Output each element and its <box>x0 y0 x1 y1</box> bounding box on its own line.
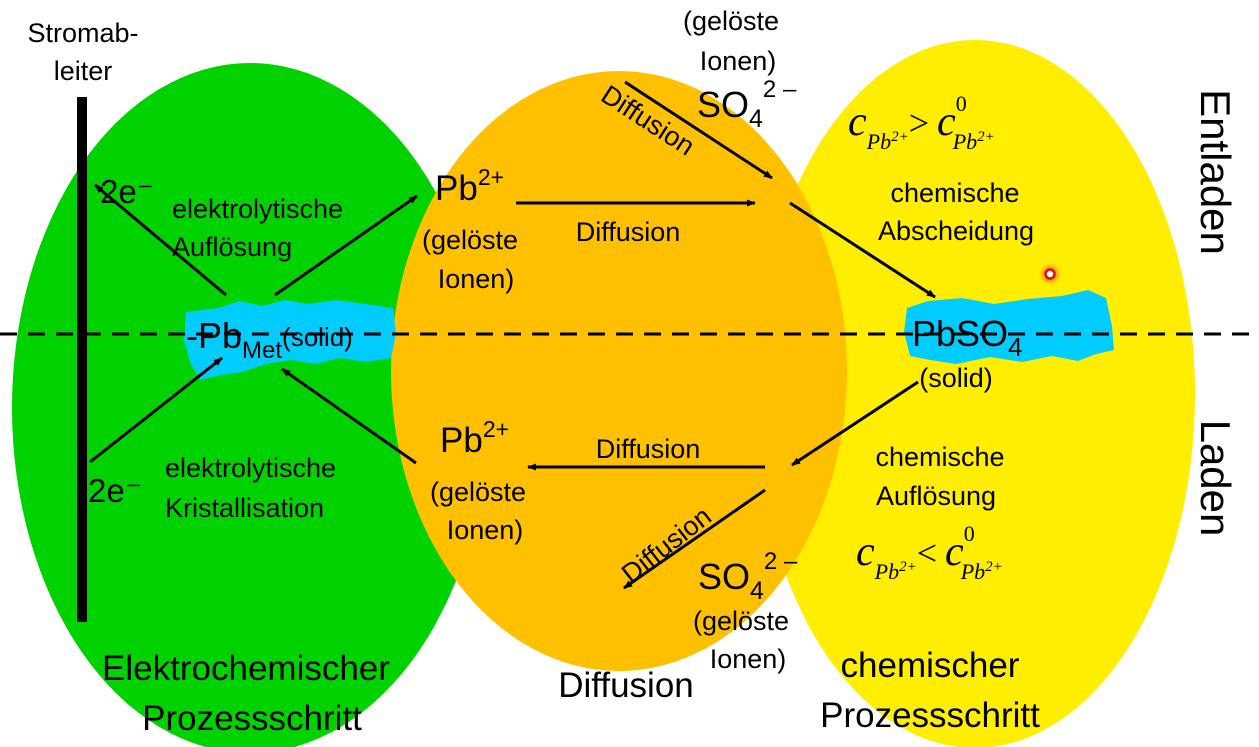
marker-dot <box>1039 263 1061 285</box>
electrochemical-zone-label-1: Elektrochemischer <box>102 649 390 688</box>
charge-process-1: elektrolytische <box>165 453 336 483</box>
charge-concentration-condition: cPb2+< c0 Pb2+ <box>856 521 1003 584</box>
charge-pb-note-1: (gelöste <box>430 477 526 507</box>
discharge-pb-note-2: Ionen) <box>438 264 515 294</box>
arrow-dissolution-electrons <box>94 183 227 297</box>
lead-sulfate-blob <box>904 290 1114 364</box>
chemical-zone-label-1: chemischer <box>841 646 1020 685</box>
discharge-electrons: 2e⁻ <box>100 173 154 210</box>
lead-metal-blob <box>184 300 396 380</box>
charge-electrons: 2e⁻ <box>88 472 142 509</box>
current-collector-bar <box>77 97 87 622</box>
discharge-process-1: elektrolytische <box>172 194 343 224</box>
charge-diffusion-horizontal: Diffusion <box>596 434 701 464</box>
chemical-zone-ellipse <box>755 40 1195 747</box>
discharge-pb-ion: Pb2+ <box>435 164 504 208</box>
electrochemical-zone-ellipse <box>12 63 488 747</box>
charge-chemical-2: Auflösung <box>876 481 996 511</box>
diffusion-zone-ellipse <box>391 71 847 671</box>
charge-chemical-1: chemische <box>875 442 1004 472</box>
charge-pb-note-2: Ionen) <box>447 515 524 545</box>
discharge-sulfate-note-1: (gelöste <box>683 6 779 36</box>
arrow-sulfate-diffusion-discharge <box>624 80 773 180</box>
arrow-chemical-dissolution <box>791 380 919 467</box>
charge-sulfate-note-2: Ionen) <box>710 644 787 674</box>
discharge-diffusion-horizontal: Diffusion <box>576 217 681 247</box>
charge-pb-ion: Pb2+ <box>440 416 509 460</box>
discharge-sulfate-note-2: Ionen) <box>700 46 777 76</box>
lead-sulfate-label: PbSO4 <box>912 313 1023 362</box>
arrow-crystallization-electrons <box>89 356 223 464</box>
charge-sulfate-note-1: (gelöste <box>693 606 789 636</box>
electrochemical-zone-label-2: Prozessschritt <box>142 699 362 738</box>
discharge-chemical-1: chemische <box>890 178 1019 208</box>
current-collector-label-1: Stromab- <box>27 18 138 48</box>
chemical-zone-label-2: Prozessschritt <box>820 696 1040 735</box>
arrow-precipitation <box>789 201 936 299</box>
discharge-pb-note-1: (gelöste <box>422 225 518 255</box>
lead-metal-label: -PbMet(solid) <box>186 315 353 364</box>
discharge-side-label: Entladen <box>1192 89 1239 255</box>
arrow-dissolution-ions <box>274 194 418 297</box>
charge-process-2: Kristallisation <box>165 493 324 523</box>
discharge-concentration-condition: cPb2+> c0 Pb2+ <box>848 91 995 154</box>
diffusion-zone-label: Diffusion <box>558 666 694 705</box>
arrow-crystallization-ions <box>281 367 417 465</box>
discharge-chemical-2: Abscheidung <box>878 216 1034 246</box>
lead-sulfate-state: (solid) <box>919 363 993 393</box>
discharge-sulfate-ion: SO42 – <box>697 76 797 133</box>
charge-side-label: Laden <box>1192 420 1239 537</box>
discharge-process-2: Auflösung <box>172 232 292 262</box>
current-collector-label-2: leiter <box>54 56 113 86</box>
charge-sulfate-ion: SO42 – <box>698 548 798 605</box>
arrow-sulfate-diffusion-charge <box>623 488 766 590</box>
